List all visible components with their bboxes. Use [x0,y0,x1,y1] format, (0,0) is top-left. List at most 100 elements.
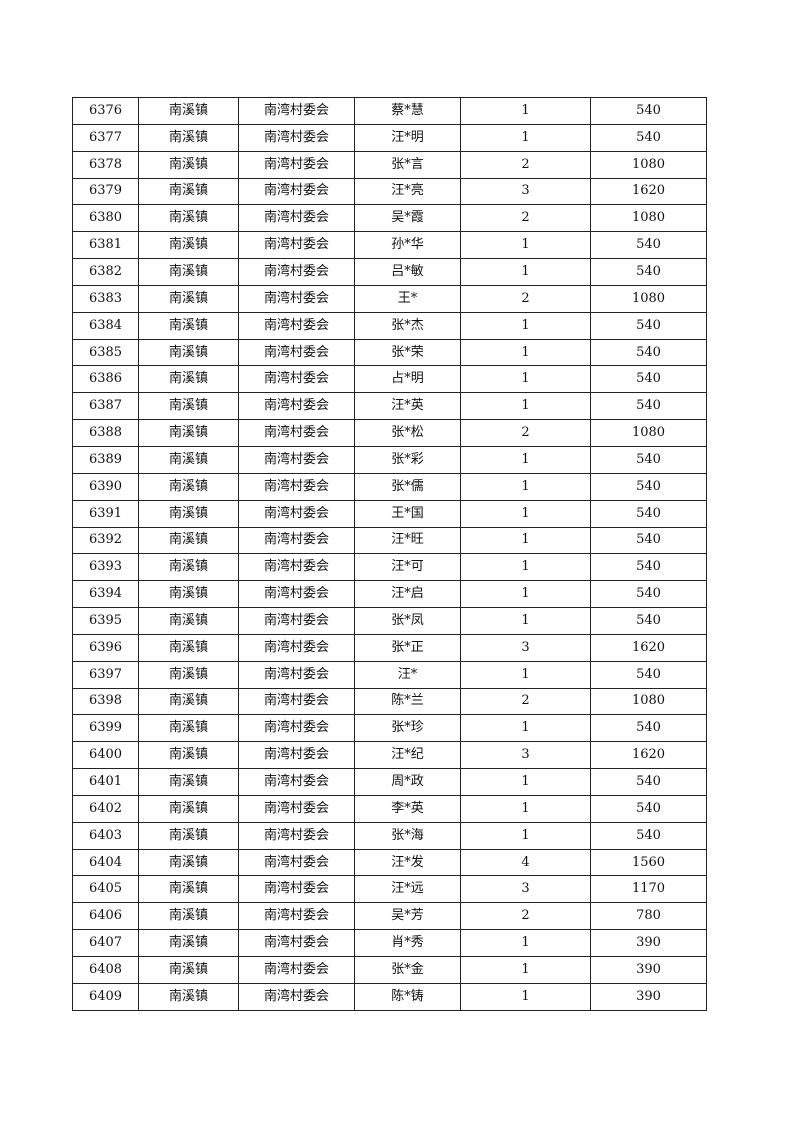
count-cell: 1 [460,472,591,501]
row-number-cell: 6407 [72,929,139,957]
name-cell: 蔡*慧 [354,97,461,125]
town-cell: 南溪镇 [138,526,239,555]
row-number-cell: 6376 [72,97,139,125]
row-number-cell: 6379 [72,177,139,206]
count-cell: 1 [460,338,591,367]
village-committee-cell: 南湾村委会 [238,794,355,823]
amount-cell: 780 [590,902,707,931]
town-cell: 南溪镇 [138,875,239,904]
amount-cell: 1080 [590,284,707,313]
name-cell: 孙*华 [354,231,461,260]
count-cell: 2 [460,687,591,716]
name-cell: 李*英 [354,794,461,823]
village-committee-cell: 南湾村委会 [238,875,355,904]
row-number-cell: 6396 [72,633,139,662]
name-cell: 张*正 [354,633,461,662]
name-cell: 肖*秀 [354,929,461,957]
village-committee-cell: 南湾村委会 [238,902,355,931]
village-committee-cell: 南湾村委会 [238,607,355,635]
count-cell: 1 [460,258,591,286]
name-cell: 张*彩 [354,445,461,474]
amount-cell: 540 [590,392,707,421]
table-row: 6382 南溪镇 南湾村委会 吕*敏 1 540 [72,258,707,286]
name-cell: 张*荣 [354,338,461,367]
town-cell: 南溪镇 [138,284,239,313]
table-row: 6389 南溪镇 南湾村委会 张*彩 1 540 [72,445,707,474]
name-cell: 汪*发 [354,848,461,877]
amount-cell: 1170 [590,875,707,904]
town-cell: 南溪镇 [138,580,239,609]
amount-cell: 540 [590,553,707,582]
amount-cell: 540 [590,821,707,850]
amount-cell: 1080 [590,204,707,233]
village-committee-cell: 南湾村委会 [238,472,355,501]
name-cell: 汪*可 [354,553,461,582]
row-number-cell: 6402 [72,794,139,823]
village-committee-cell: 南湾村委会 [238,284,355,313]
table-row: 6393 南溪镇 南湾村委会 汪*可 1 540 [72,553,707,582]
village-committee-cell: 南湾村委会 [238,97,355,125]
count-cell: 1 [460,714,591,743]
count-cell: 1 [460,123,591,152]
count-cell: 2 [460,204,591,233]
count-cell: 2 [460,284,591,313]
name-cell: 占*明 [354,365,461,394]
table-row: 6391 南溪镇 南湾村委会 王*国 1 540 [72,499,707,528]
count-cell: 1 [460,821,591,850]
row-number-cell: 6377 [72,123,139,152]
village-committee-cell: 南湾村委会 [238,821,355,850]
table-row: 6399 南溪镇 南湾村委会 张*珍 1 540 [72,714,707,743]
count-cell: 3 [460,875,591,904]
name-cell: 汪*纪 [354,741,461,770]
village-committee-cell: 南湾村委会 [238,956,355,984]
town-cell: 南溪镇 [138,553,239,582]
row-number-cell: 6394 [72,580,139,609]
count-cell: 1 [460,956,591,984]
table-row: 6407 南溪镇 南湾村委会 肖*秀 1 390 [72,929,707,957]
town-cell: 南溪镇 [138,177,239,206]
amount-cell: 1620 [590,633,707,662]
name-cell: 吴*芳 [354,902,461,931]
table-row: 6400 南溪镇 南湾村委会 汪*纪 3 1620 [72,741,707,770]
town-cell: 南溪镇 [138,150,239,179]
name-cell: 张*海 [354,821,461,850]
name-cell: 张*言 [354,150,461,179]
village-committee-cell: 南湾村委会 [238,311,355,340]
name-cell: 张*杰 [354,311,461,340]
town-cell: 南溪镇 [138,929,239,957]
row-number-cell: 6401 [72,768,139,796]
name-cell: 张*松 [354,419,461,447]
count-cell: 3 [460,741,591,770]
amount-cell: 1080 [590,419,707,447]
name-cell: 汪*明 [354,123,461,152]
count-cell: 1 [460,660,591,689]
amount-cell: 1080 [590,687,707,716]
row-number-cell: 6408 [72,956,139,984]
count-cell: 1 [460,499,591,528]
table-row: 6387 南溪镇 南湾村委会 汪*英 1 540 [72,392,707,421]
table-body: 6376 南溪镇 南湾村委会 蔡*慧 1 540 6377 南溪镇 南湾村委会 汪*明 1 540 63… [72,97,707,1011]
row-number-cell: 6409 [72,982,139,1011]
town-cell: 南溪镇 [138,419,239,447]
town-cell: 南溪镇 [138,848,239,877]
table-row: 6395 南溪镇 南湾村委会 张*凤 1 540 [72,607,707,635]
village-committee-cell: 南湾村委会 [238,258,355,286]
count-cell: 1 [460,526,591,555]
town-cell: 南溪镇 [138,633,239,662]
row-number-cell: 6385 [72,338,139,367]
row-number-cell: 6382 [72,258,139,286]
table-row: 6381 南溪镇 南湾村委会 孙*华 1 540 [72,231,707,260]
town-cell: 南溪镇 [138,97,239,125]
name-cell: 汪*亮 [354,177,461,206]
row-number-cell: 6393 [72,553,139,582]
amount-cell: 540 [590,365,707,394]
town-cell: 南溪镇 [138,392,239,421]
name-cell: 汪*启 [354,580,461,609]
town-cell: 南溪镇 [138,123,239,152]
amount-cell: 540 [590,580,707,609]
amount-cell: 390 [590,929,707,957]
row-number-cell: 6381 [72,231,139,260]
row-number-cell: 6398 [72,687,139,716]
count-cell: 3 [460,633,591,662]
village-committee-cell: 南湾村委会 [238,660,355,689]
